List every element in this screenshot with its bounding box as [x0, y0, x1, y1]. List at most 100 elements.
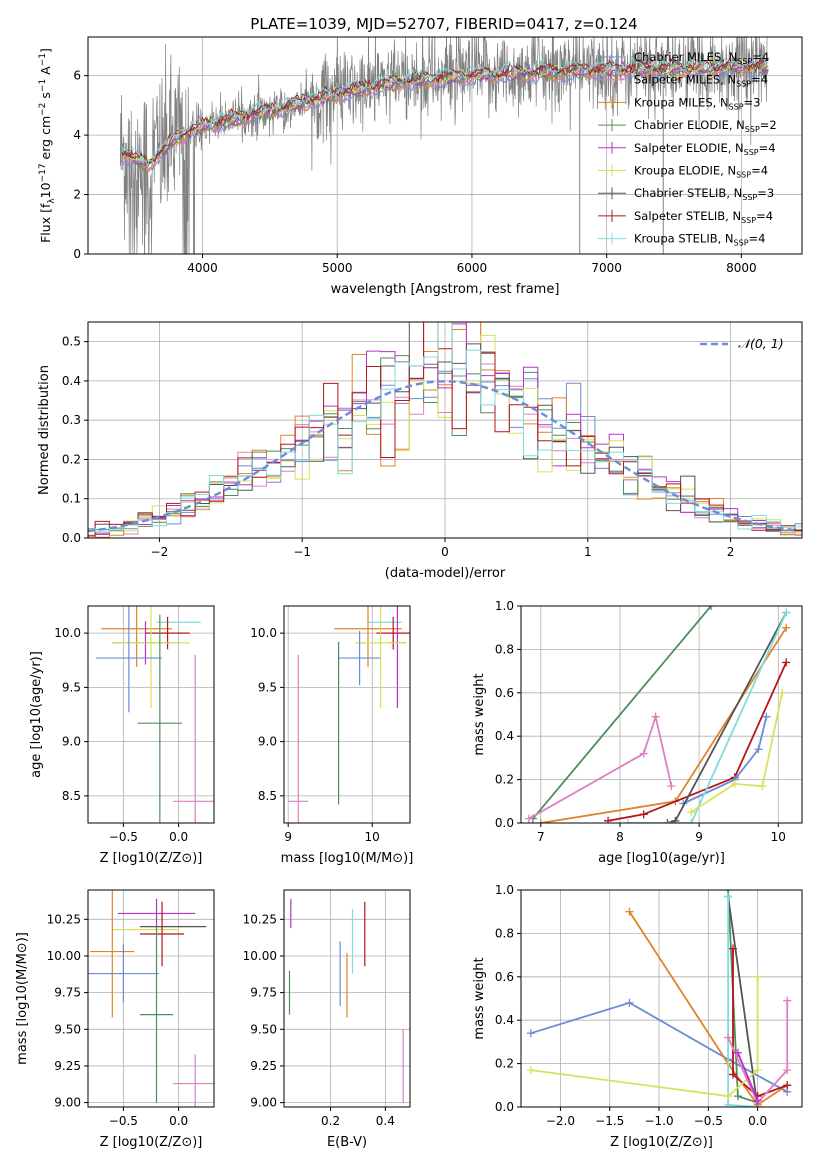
- legend-name: Chabrier MILES, N: [634, 50, 737, 64]
- series-line-salpeter-miles: [727, 1000, 789, 1105]
- y-label-part: λ: [47, 198, 57, 204]
- y-tick-label: 0.2: [495, 773, 514, 787]
- data-point-marker: [730, 779, 739, 788]
- y-axis-label: Flux [fλ10−17 erg cm−2 s−1 A−1]: [38, 48, 57, 243]
- legend-label: Chabrier MILES, NSSP=4: [634, 50, 769, 66]
- y-axis-label: mass weight: [472, 673, 487, 755]
- y-tick-label: 8.5: [258, 789, 277, 803]
- legend-count: =4: [751, 164, 768, 178]
- y-label-part: −1: [38, 79, 48, 92]
- y-tick-label: 6: [73, 69, 81, 83]
- model-spectrum-kroupa-stelib: [121, 55, 769, 168]
- y-axis-label: mass [log10(M/M⊙)]: [15, 932, 30, 1065]
- x-axis-label: age [log10(age/yr)]: [598, 851, 725, 866]
- legend-subscript: SSP: [741, 216, 756, 225]
- model-spectrum-salpeter-elodie: [121, 57, 769, 166]
- x-tick-label: 6000: [457, 261, 488, 275]
- series-line-chabrier-elodie: [532, 606, 712, 820]
- legend-subscript: SSP: [736, 171, 751, 180]
- series-line-kroupa-elodie: [530, 976, 759, 1098]
- data-point-marker: [536, 819, 545, 823]
- x-axis-label: mass [log10(M/M⊙)]: [281, 851, 414, 866]
- legend-label: Kroupa STELIB, NSSP=4: [634, 232, 765, 248]
- y-tick-label: 9.5: [258, 680, 277, 694]
- residuals-frame: [87, 321, 803, 539]
- y-tick-label: 9.00: [54, 1096, 81, 1110]
- panels: 4000 5000 6000 7000 8000 0 2 4 6 wavelength [Angs…: [15, 36, 803, 1150]
- mass_vs_Z-frame: [87, 889, 215, 1108]
- y-tick-label: 1.0: [495, 599, 514, 613]
- mass_vs_Z-panel: −0.5 0.0 9.00 9.25 9.50 9.75 10.00 10.25 Z [log1…: [15, 889, 215, 1150]
- legend-count: =4: [756, 209, 773, 223]
- y-label-part: 10: [38, 182, 53, 198]
- data-point-marker: [782, 658, 791, 667]
- y-tick-label: 2: [73, 188, 81, 202]
- x-tick-label: 7: [537, 830, 545, 844]
- age_vs_Z-frame: [87, 605, 215, 824]
- legend-count: =4: [752, 50, 769, 64]
- mass_weight_vs_Z-panel: −2.0 −1.5 −1.0 −0.5 0.0 0.0 0.2 0.4 0.6 0.8 1.0 Z […: [472, 883, 803, 1150]
- x-tick-label: 0: [441, 545, 449, 559]
- series-line-salpeter-stelib: [732, 948, 788, 1098]
- legend-label: Chabrier ELODIE, NSSP=2: [634, 118, 777, 134]
- data-point-marker: [639, 810, 648, 819]
- mass_weight_vs_age-plot-area: [524, 606, 791, 823]
- legend-name: Kroupa ELODIE, N: [634, 164, 736, 178]
- series-line-kroupa-stelib: [627, 612, 788, 823]
- data-point-marker: [724, 1092, 733, 1101]
- x-tick-label: 7000: [591, 261, 622, 275]
- legend-count: =2: [760, 118, 777, 132]
- data-point-marker: [783, 1066, 792, 1075]
- x-tick-label: −1.0: [644, 1114, 673, 1128]
- data-point-marker: [733, 1048, 742, 1057]
- x-tick-label: −2.0: [546, 1114, 575, 1128]
- series-line-salpeter-elodie: [737, 1052, 759, 1101]
- x-tick-label: −1: [293, 545, 311, 559]
- normal-distribution-curve: [88, 380, 800, 533]
- data-point-marker: [639, 749, 648, 758]
- data-point-marker: [778, 688, 787, 697]
- data-point-marker: [687, 819, 696, 823]
- y-tick-label: 1.0: [495, 883, 514, 897]
- y-tick-label: 0.4: [495, 1013, 514, 1027]
- y-axis-label: age [log10(age/yr)]: [29, 651, 44, 778]
- model-spectrum-salpeter-stelib: [121, 56, 769, 166]
- legend-subscript: SSP: [734, 239, 749, 248]
- legend-label: 𝒩(0, 1): [738, 336, 784, 351]
- x-axis-label: Z [log10(Z/Z⊙)]: [100, 1135, 203, 1150]
- y-tick-label: 0.3: [62, 413, 81, 427]
- data-point-marker: [728, 1070, 737, 1079]
- legend-name: Salpeter ELODIE, N: [634, 141, 744, 155]
- data-point-marker: [724, 1100, 733, 1107]
- age_vs_mass-panel: 9 10 8.5 9.0 9.5 10.0 mass [log10(M/M⊙)]: [250, 605, 414, 866]
- data-point-marker: [671, 816, 680, 823]
- data-point-marker: [782, 608, 791, 617]
- y-label-part: s: [38, 92, 53, 103]
- y-tick-label: 9.25: [54, 1059, 81, 1073]
- age_vs_Z-plot-area: [95, 606, 214, 823]
- mass_weight_vs_Z-frame: [520, 889, 803, 1108]
- x-tick-label: 8: [616, 830, 624, 844]
- x-tick-label: −0.5: [109, 830, 138, 844]
- data-point-marker: [728, 944, 737, 953]
- y-tick-label: 4: [73, 128, 81, 142]
- y-tick-label: 10.25: [47, 912, 81, 926]
- residuals-plot-area: [88, 322, 802, 538]
- y-tick-label: 10.00: [47, 949, 81, 963]
- y-axis-label: mass weight: [472, 957, 487, 1039]
- data-point-marker: [687, 808, 696, 817]
- x-tick-label: 0.0: [169, 1114, 188, 1128]
- age_vs_Z-panel: −0.5 0.0 8.5 9.0 9.5 10.0 Z [log10(Z/Z⊙)] age […: [29, 605, 215, 866]
- age_vs_mass-grid: [284, 606, 410, 823]
- x-tick-label: 0.2: [321, 1114, 340, 1128]
- legend-label: Kroupa MILES, NSSP=3: [634, 95, 760, 111]
- y-tick-label: 10.25: [243, 912, 277, 926]
- y-tick-label: 0.2: [495, 1057, 514, 1071]
- y-tick-label: 0.8: [495, 926, 514, 940]
- y-tick-label: 0.0: [495, 1100, 514, 1114]
- histogram-kroupa-stelib: [88, 322, 802, 533]
- series-line-salpeter-miles: [528, 713, 673, 820]
- y-tick-label: 9.0: [62, 735, 81, 749]
- y-tick-label: 10.0: [250, 626, 277, 640]
